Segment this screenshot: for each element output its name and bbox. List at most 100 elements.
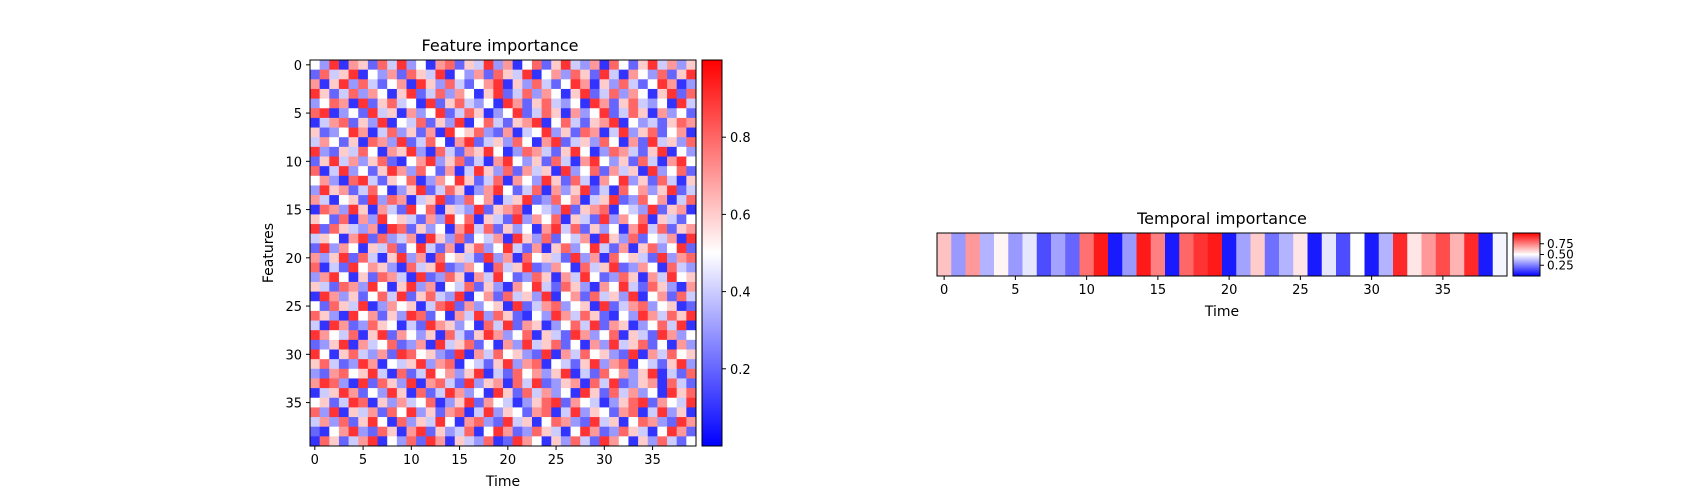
heatmap-cell xyxy=(560,185,571,196)
heatmap-cell xyxy=(686,262,697,273)
heatmap-cell xyxy=(493,243,504,254)
heatmap-cell xyxy=(416,88,427,99)
heatmap-cell xyxy=(396,407,407,418)
heatmap-cell xyxy=(676,272,687,283)
heatmap-cell xyxy=(580,166,591,177)
heatmap-cell xyxy=(676,195,687,206)
heatmap-cell xyxy=(367,214,378,225)
heatmap-cell xyxy=(425,60,436,71)
heatmap-cell xyxy=(541,301,552,312)
heatmap-cell xyxy=(570,224,581,235)
heatmap-cell xyxy=(387,98,398,109)
heatmap-cell xyxy=(638,339,649,350)
heatmap-cell xyxy=(609,137,620,148)
heatmap-cell xyxy=(425,407,436,418)
feature-importance-colorbar-ticks: 0.20.40.60.8 xyxy=(722,131,751,378)
heatmap-cell xyxy=(1165,233,1180,276)
heatmap-cell xyxy=(599,397,610,408)
heatmap-cell xyxy=(522,224,533,235)
heatmap-cell xyxy=(638,407,649,418)
heatmap-cell xyxy=(474,195,485,206)
heatmap-cell xyxy=(416,339,427,350)
heatmap-cell xyxy=(599,426,610,437)
heatmap-cell xyxy=(454,127,465,138)
heatmap-cell xyxy=(387,262,398,273)
heatmap-cell xyxy=(560,137,571,148)
feature-importance-chart: Feature importance 0 5 10 15 20 25 30 35 051015… xyxy=(261,36,751,490)
heatmap-cell xyxy=(464,69,475,80)
heatmap-cell xyxy=(503,330,514,341)
heatmap-cell xyxy=(503,195,514,206)
heatmap-cell xyxy=(676,185,687,196)
heatmap-cell xyxy=(647,195,658,206)
heatmap-cell xyxy=(618,69,629,80)
colorbar-tick-label: 0.2 xyxy=(730,363,751,378)
heatmap-cell xyxy=(618,214,629,225)
heatmap-cell xyxy=(628,214,639,225)
heatmap-cell xyxy=(551,60,562,71)
heatmap-cell xyxy=(667,98,678,109)
heatmap-cell xyxy=(483,359,494,370)
heatmap-cell xyxy=(454,243,465,254)
heatmap-cell xyxy=(445,368,456,379)
heatmap-cell xyxy=(319,98,330,109)
heatmap-cell xyxy=(358,349,369,360)
heatmap-cell xyxy=(1136,233,1152,276)
heatmap-cell xyxy=(580,359,591,370)
heatmap-cell xyxy=(647,291,658,302)
heatmap-cell xyxy=(609,253,620,264)
heatmap-cell xyxy=(667,310,678,321)
heatmap-cell xyxy=(560,417,571,428)
heatmap-cell xyxy=(560,281,571,292)
heatmap-cell xyxy=(503,117,514,128)
heatmap-cell xyxy=(580,253,591,264)
heatmap-cell xyxy=(387,204,398,215)
heatmap-cell xyxy=(580,214,591,225)
heatmap-cell xyxy=(676,146,687,157)
heatmap-cell xyxy=(580,378,591,389)
colorbar-tick-label: 0.8 xyxy=(730,131,751,146)
heatmap-cell xyxy=(493,262,504,273)
heatmap-cell xyxy=(522,310,533,321)
heatmap-cell xyxy=(638,426,649,437)
heatmap-cell xyxy=(416,407,427,418)
heatmap-cell xyxy=(522,368,533,379)
heatmap-cell xyxy=(647,272,658,283)
heatmap-cell xyxy=(396,166,407,177)
heatmap-cell xyxy=(454,368,465,379)
heatmap-cell xyxy=(454,137,465,148)
heatmap-cell xyxy=(474,108,485,119)
heatmap-cell xyxy=(377,98,388,109)
heatmap-cell xyxy=(319,301,330,312)
heatmap-cell xyxy=(474,224,485,235)
heatmap-cell xyxy=(358,253,369,264)
heatmap-cell xyxy=(483,262,494,273)
heatmap-cell xyxy=(425,137,436,148)
heatmap-cell xyxy=(329,320,340,331)
heatmap-cell xyxy=(474,359,485,370)
heatmap-cell xyxy=(310,436,321,447)
heatmap-cell xyxy=(618,291,629,302)
heatmap-cell xyxy=(416,349,427,360)
heatmap-cell xyxy=(338,98,349,109)
heatmap-cell xyxy=(560,330,571,341)
heatmap-cell xyxy=(638,310,649,321)
heatmap-cell xyxy=(599,175,610,186)
heatmap-cell xyxy=(319,368,330,379)
heatmap-cell xyxy=(657,388,668,399)
heatmap-cell xyxy=(638,320,649,331)
heatmap-cell xyxy=(464,349,475,360)
feature-importance-colorbar xyxy=(701,59,723,447)
heatmap-cell xyxy=(628,69,639,80)
heatmap-cell xyxy=(570,127,581,138)
heatmap-cell xyxy=(541,330,552,341)
heatmap-cell xyxy=(348,204,359,215)
heatmap-cell xyxy=(1492,233,1508,276)
heatmap-cell xyxy=(686,224,697,235)
heatmap-cell xyxy=(377,117,388,128)
heatmap-cell xyxy=(628,272,639,283)
heatmap-cell xyxy=(657,368,668,379)
heatmap-cell xyxy=(628,426,639,437)
colorbar-tick-label: 0.6 xyxy=(730,208,751,223)
heatmap-cell xyxy=(503,320,514,331)
